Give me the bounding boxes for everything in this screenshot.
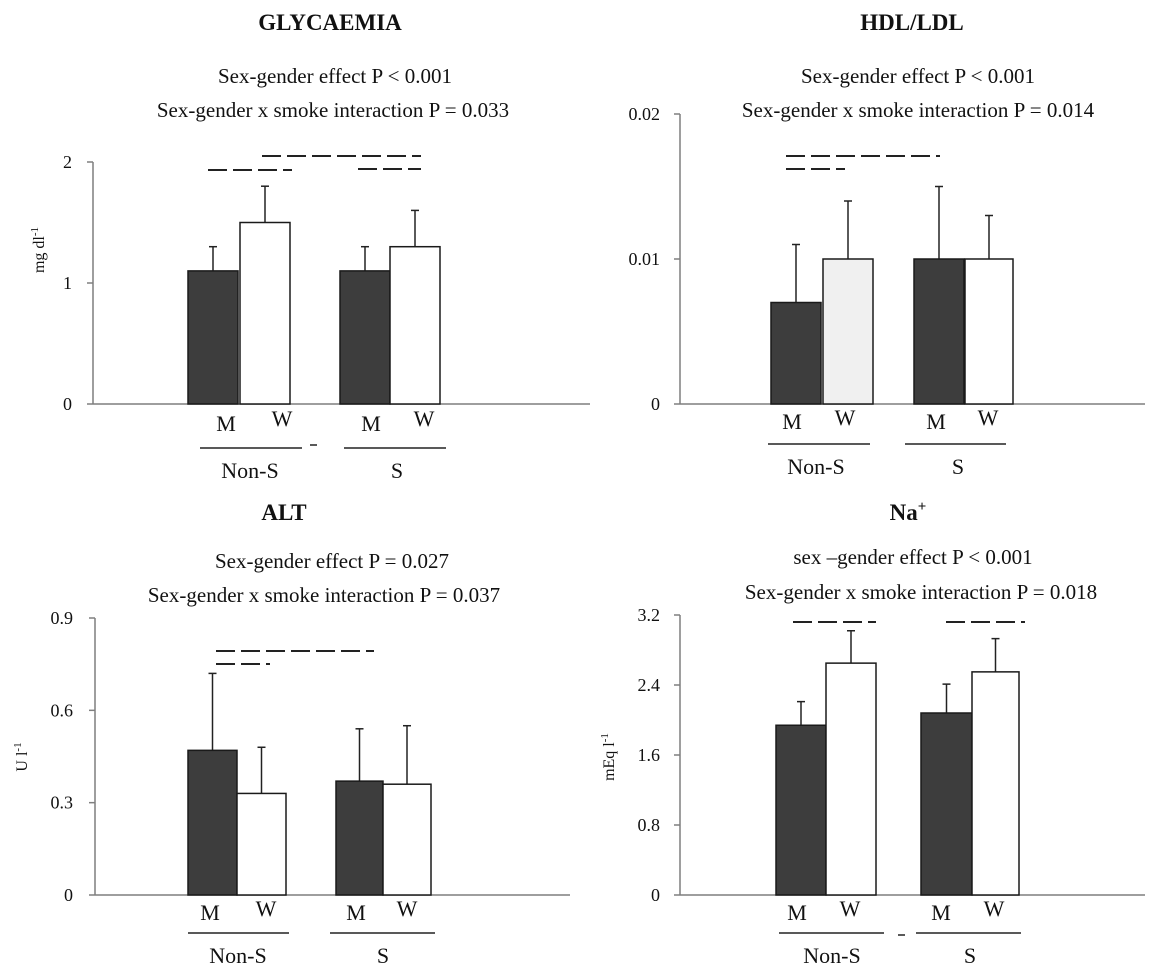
y-axis-label-text: U l [14,751,31,772]
category-label: W [272,406,293,431]
y-tick-label: 0.02 [629,104,661,124]
y-tick-label: 2 [63,152,72,172]
bar-w-s [389,245,441,405]
category-label: W [840,896,861,921]
y-tick-label: 0 [651,885,660,905]
stat-line-2: Sex-gender x smoke interaction P = 0.018 [745,580,1097,604]
chart-title-sup: + [918,499,927,515]
y-axis-label: U l-1 [12,742,31,771]
bar-m-non-s [775,724,827,896]
group-label: S [391,458,403,483]
bar-w-s [382,783,432,896]
bar-w-non-s [236,792,287,896]
y-axis-label: mg dl-1 [29,227,48,273]
y-tick-label: 2.4 [638,675,661,695]
stat-line-1: Sex-gender effect P < 0.001 [801,64,1035,88]
category-label: M [787,900,807,925]
chart-panel-4: Na+ sex –gender effect P < 0.001 Sex-gende… [599,499,1145,968]
y-tick-label: 0 [651,394,660,414]
category-label: W [978,405,999,430]
chart-title: HDL/LDL [860,10,964,35]
category-label: M [346,900,366,925]
y-tick-label: 0.8 [638,815,661,835]
y-tick-label: 0 [63,394,72,414]
category-label: W [835,405,856,430]
category-label: W [984,896,1005,921]
chart-title-text: Na [890,500,919,525]
chart-title-text: HDL/LDL [860,10,964,35]
bar-w-s [971,671,1020,896]
category-label: W [397,896,418,921]
y-tick-label: 1 [63,273,72,293]
bar-w-non-s [239,221,291,405]
y-tick-label: 0 [64,885,73,905]
stat-line-2: Sex-gender x smoke interaction P = 0.014 [742,98,1095,122]
category-label: M [931,900,951,925]
category-label: W [256,896,277,921]
category-label: W [414,406,435,431]
group-label: S [377,943,389,968]
y-tick-label: 0.9 [51,608,74,628]
bar-m-s [335,780,384,896]
y-axis-label-sup: -1 [599,733,611,742]
y-axis-label: mEq l-1 [599,733,618,781]
bar-m-non-s [187,749,238,896]
chart-title-text: ALT [261,500,306,525]
stat-line-2: Sex-gender x smoke interaction P = 0.037 [148,583,500,607]
stat-line-1: Sex-gender effect P = 0.027 [215,549,449,573]
category-label: M [782,409,802,434]
chart-title: GLYCAEMIA [258,10,402,35]
bar-m-s [339,270,391,405]
chart-panel-3: ALT Sex-gender effect P = 0.027 Sex-gender… [12,500,570,968]
category-label: M [200,900,220,925]
y-axis-label-text: mg dl [31,236,48,273]
group-label: S [952,454,964,479]
bar-m-non-s [187,270,239,405]
chart-panel-2: HDL/LDL Sex-gender effect P < 0.001 Sex-ge… [629,10,1145,479]
group-label: Non-S [787,454,844,479]
chart-title: ALT [261,500,306,525]
bar-w-non-s [825,662,877,896]
y-tick-label: 0.01 [629,249,661,269]
y-axis-label-sup: -1 [29,227,41,236]
stat-line-1: Sex-gender effect P < 0.001 [218,64,452,88]
group-label: S [964,943,976,968]
chart-title-text: GLYCAEMIA [258,10,402,35]
bar-w-non-s [822,258,874,405]
category-label: M [361,411,381,436]
chart-title: Na+ [890,499,927,525]
stat-line-2: Sex-gender x smoke interaction P = 0.033 [157,98,509,122]
bar-m-non-s [770,301,822,405]
chart-panel-1: GLYCAEMIA Sex-gender effect P < 0.001 Sex-… [29,10,590,483]
group-label: Non-S [209,943,266,968]
bar-m-s [913,258,965,405]
y-axis-label-sup: -1 [12,742,24,751]
y-tick-label: 3.2 [638,605,661,625]
group-label: Non-S [803,943,860,968]
category-label: M [216,411,236,436]
y-axis-label-text: mEq l [601,742,618,781]
y-tick-label: 0.6 [51,700,74,720]
stat-line-1: sex –gender effect P < 0.001 [793,545,1032,569]
y-tick-label: 0.3 [51,793,74,813]
bar-w-s [964,258,1014,405]
bar-m-s [920,712,973,896]
group-label: Non-S [221,458,278,483]
y-tick-label: 1.6 [638,745,661,765]
category-label: M [926,409,946,434]
